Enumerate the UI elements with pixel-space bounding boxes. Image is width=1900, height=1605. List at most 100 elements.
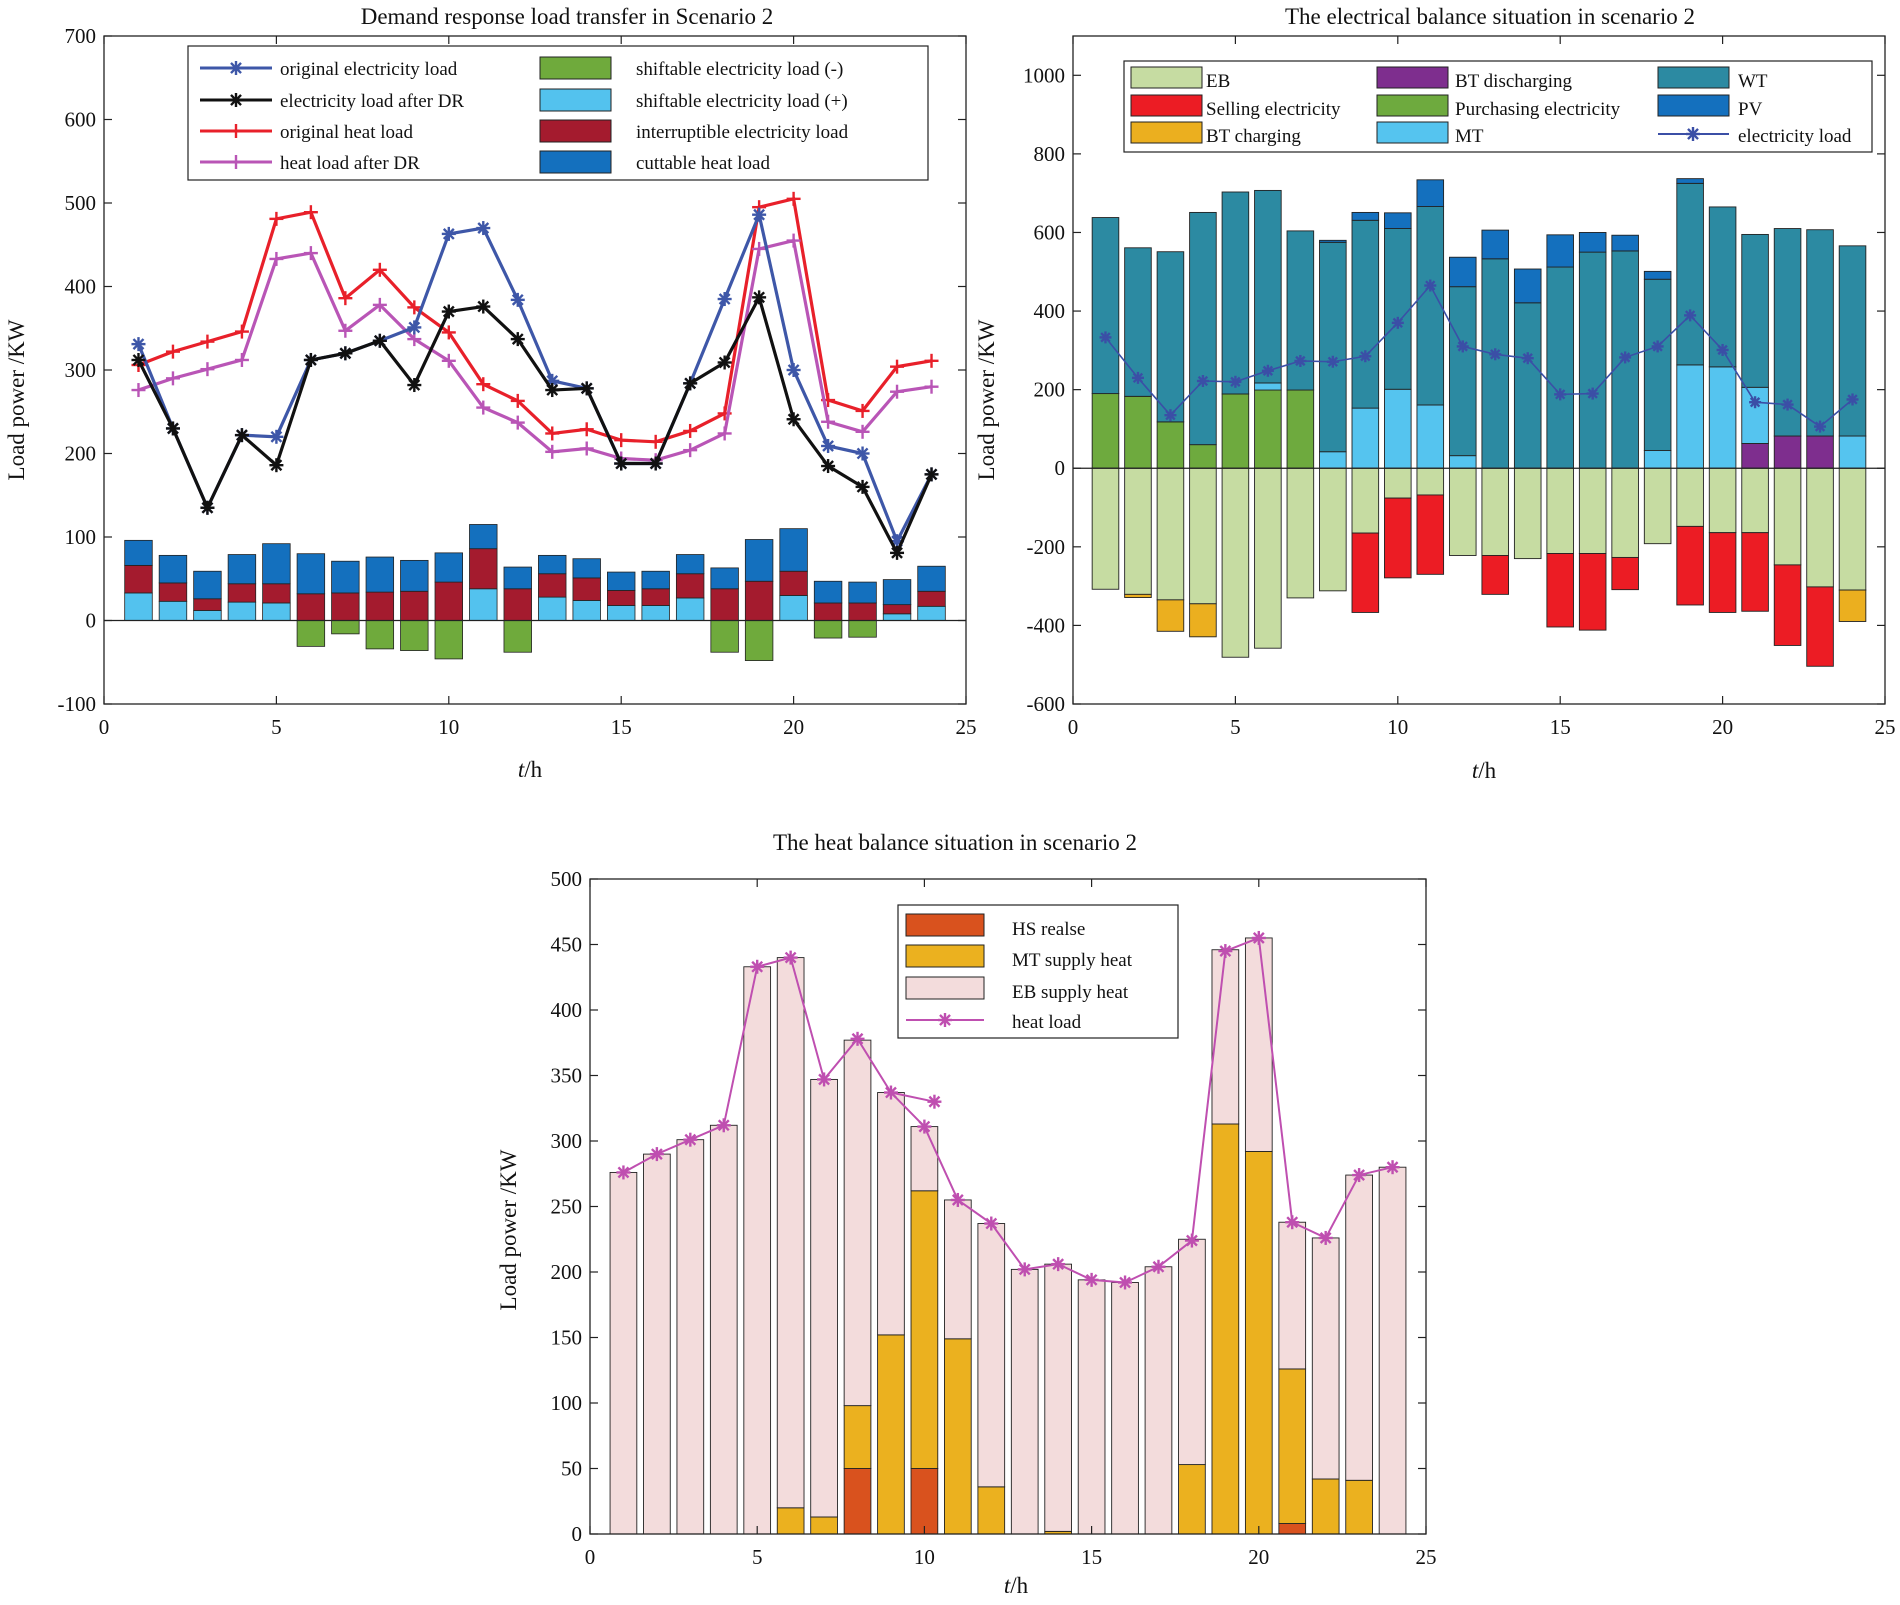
bar-segment [910, 1126, 939, 1192]
bar-shiftable-minus [710, 620, 739, 653]
bar-segment-positive [1448, 455, 1477, 469]
legend-label: heat load after DR [280, 153, 420, 174]
legend-entry-mt-supply-heat: MT supply heat [905, 944, 1133, 971]
bar-interruptible [331, 592, 360, 621]
legend-entry-pv: PV [1657, 94, 1763, 120]
marker-stroke [753, 291, 766, 304]
bar-segment-negative [1124, 593, 1152, 598]
bar-segment-positive [1643, 278, 1672, 452]
bar-segment-positive [1741, 233, 1769, 388]
chart-electrical-balance: The electrical balance situation in scen… [974, 4, 1896, 783]
legend-patch [1130, 94, 1203, 117]
bar-segment-positive [1676, 364, 1704, 469]
legend-label: BT charging [1206, 126, 1301, 147]
bar-segment-negative [1189, 603, 1217, 638]
bar-cuttable-heat [193, 570, 222, 600]
x-tick-label: 25 [1875, 715, 1896, 739]
legend-patch [1376, 121, 1449, 144]
legend-entry-eb-supply-heat: EB supply heat [905, 976, 1129, 1003]
bar-segment-positive [1448, 256, 1477, 288]
bar-segment [910, 1468, 939, 1535]
marker-stroke [339, 347, 352, 360]
y-tick-label: 500 [551, 867, 583, 891]
bar-shiftable-minus [365, 620, 395, 650]
y-tick-label: 300 [551, 1129, 583, 1153]
legend-entry-heat-load: heat load [906, 1012, 1082, 1033]
bar-segment [977, 1486, 1006, 1535]
bar-interruptible [469, 548, 498, 590]
marker-stroke [1425, 280, 1436, 291]
legend-label: EB supply heat [1012, 982, 1129, 1003]
marker-stroke [649, 457, 662, 470]
bar-segment-positive [1416, 206, 1445, 406]
marker-stroke [1522, 353, 1533, 364]
marker-stroke [1262, 365, 1274, 376]
bar-segment-negative [1221, 467, 1250, 658]
marker-stroke [477, 222, 490, 234]
y-tick-label: 1000 [1023, 63, 1065, 87]
marker-stroke [1152, 1260, 1165, 1273]
bar-segment-positive [1091, 217, 1120, 395]
marker-stroke [615, 457, 628, 470]
legend-entry-shiftable-minus: shiftable electricity load (-) [539, 56, 843, 80]
legend-box [1123, 60, 1873, 153]
bar-segment-negative [1448, 467, 1477, 556]
bar-segment-positive [1091, 393, 1120, 469]
marker-stroke [546, 384, 559, 396]
bar-segment [877, 1334, 905, 1535]
y-tick-label: 400 [65, 275, 97, 299]
legend-entry-hs-release: HS realse [905, 913, 1085, 940]
legend-label: heat load [1012, 1012, 1082, 1033]
bar-segment-positive [1319, 451, 1347, 469]
bar-segment-positive [1189, 444, 1217, 469]
bar-cuttable-heat [469, 524, 498, 550]
x-tick-label: 20 [1712, 715, 1733, 739]
bar-segment [843, 1405, 872, 1469]
bar-cuttable-heat [434, 552, 463, 583]
bar-shiftable-plus [124, 592, 153, 621]
x-tick-label: 15 [1081, 1545, 1102, 1569]
bar-segment-positive [1708, 366, 1737, 469]
x-axis-label: t/h [1472, 758, 1497, 783]
bar-segment [944, 1199, 972, 1340]
bar-interruptible [503, 588, 532, 621]
bar-cuttable-heat [641, 570, 670, 590]
marker-stroke [885, 1086, 897, 1099]
legend-label: PV [1738, 99, 1763, 120]
legend-label: Purchasing electricity [1455, 99, 1621, 120]
bar-segment-positive [1189, 211, 1217, 446]
bar-cuttable-heat [848, 581, 877, 604]
bar-cuttable-heat [572, 558, 601, 579]
legend-label: electricity load after DR [280, 91, 464, 112]
legend: HS realse MT supply heat EB supply heat … [897, 904, 1179, 1039]
bar-cuttable-heat [675, 554, 705, 575]
bar-segment-negative [1741, 467, 1769, 534]
legend-label: shiftable electricity load (+) [636, 91, 848, 112]
marker-stroke [1219, 945, 1232, 957]
bar-interruptible [193, 598, 222, 611]
x-tick-label: 25 [956, 715, 977, 739]
bar-cuttable-heat [917, 565, 946, 592]
bar-segment-negative [1513, 467, 1542, 560]
bar-segment-negative [1384, 467, 1412, 499]
bar-segment-negative [1676, 525, 1704, 606]
bar-segment-positive [1513, 302, 1542, 469]
marker-stroke [1555, 389, 1566, 400]
bar-segment-negative [1351, 532, 1380, 613]
marker-stroke [851, 1032, 864, 1045]
y-tick-label: -200 [1027, 535, 1066, 559]
bar-segment-negative [1838, 589, 1867, 622]
bar-segment [1345, 1174, 1373, 1481]
x-tick-label: 0 [1068, 715, 1079, 739]
bar-interruptible [917, 590, 946, 607]
marker-stroke [787, 413, 800, 426]
y-tick-label: 700 [65, 24, 97, 48]
y-tick-label: -400 [1027, 613, 1066, 637]
marker-stroke [442, 305, 455, 318]
y-axis-label: Load power /KW [974, 319, 999, 480]
bar-interruptible [675, 573, 705, 599]
marker-stroke [1295, 355, 1306, 367]
bar-segment [1077, 1279, 1106, 1535]
